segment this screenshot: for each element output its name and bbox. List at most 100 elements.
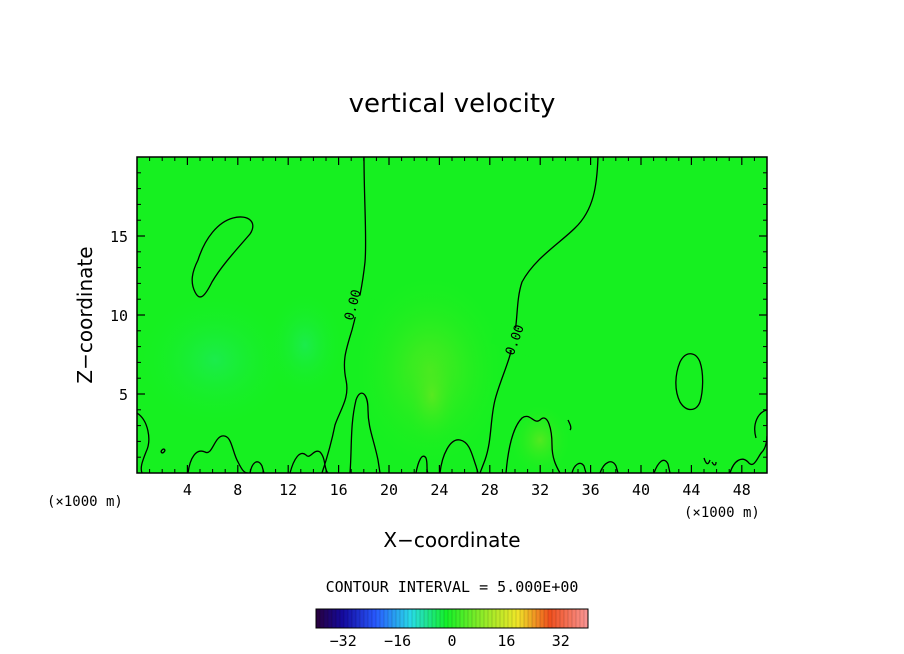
contour-closed-upper-left (191, 216, 254, 298)
colorbar-cell (336, 609, 341, 628)
colorbar-cell (484, 609, 489, 628)
colorbar-cell (496, 609, 501, 628)
colorbar-cell (488, 609, 493, 628)
chart-title: vertical velocity (349, 89, 556, 119)
colorbar: −32 −16 0 16 32 (315, 608, 589, 650)
y-tick-label: 10 (110, 307, 128, 325)
downdraft-shading-mid (265, 290, 345, 400)
colorbar-cell (512, 609, 517, 628)
colorbar-cell (344, 609, 349, 628)
colorbar-cell (540, 609, 545, 628)
y-axis-label: Z−coordinate (73, 246, 97, 383)
colorbar-cell (348, 609, 353, 628)
colorbar-cell (328, 609, 333, 628)
colorbar-cell (536, 609, 541, 628)
colorbar-cell (556, 609, 561, 628)
colorbar-cell (504, 609, 509, 628)
contour-bottom-cell-1 (187, 435, 249, 473)
colorbar-cell (432, 609, 437, 628)
colorbar-cell (392, 609, 397, 628)
colorbar-cell (356, 609, 361, 628)
x-tick-label: 36 (582, 481, 600, 499)
colorbar-cell (416, 609, 421, 628)
colorbar-cell (500, 609, 505, 628)
colorbar-cell (320, 609, 325, 628)
colorbar-cell (548, 609, 553, 628)
contour-interval-label: CONTOUR INTERVAL = 5.000E+00 (326, 578, 579, 596)
contour-zero-left (321, 157, 367, 473)
colorbar-cell (508, 609, 513, 628)
colorbar-cell (464, 609, 469, 628)
colorbar-cell (408, 609, 413, 628)
colorbar-frame (315, 608, 589, 629)
colorbar-tick-label: 0 (447, 632, 456, 650)
colorbar-cell (384, 609, 389, 628)
contour-bottom-cell-12 (703, 457, 717, 466)
contour-bottom-cell-11 (653, 459, 671, 473)
contour-bottom-cell-7 (505, 415, 561, 473)
colorbar-cell (360, 609, 365, 628)
colorbar-cells (315, 609, 589, 628)
colorbar-cell (428, 609, 433, 628)
colorbar-cell (524, 609, 529, 628)
colorbar-tick-label: −16 (384, 632, 411, 650)
colorbar-cell (572, 609, 577, 628)
downdraft-shading-left (137, 290, 295, 430)
colorbar-cell (544, 609, 549, 628)
colorbar-cell (444, 609, 449, 628)
colorbar-cell (552, 609, 557, 628)
colorbar-cell (520, 609, 525, 628)
colorbar-cell (352, 609, 357, 628)
contour-bottom-right-edge (754, 409, 767, 439)
y-tick-label: 5 (119, 386, 128, 404)
x-tick-label: 48 (733, 481, 751, 499)
colorbar-tick-label: 32 (552, 632, 570, 650)
colorbar-cell (492, 609, 497, 628)
y-axis-ticks: 5 10 15 (110, 172, 767, 458)
colorbar-cell (376, 609, 381, 628)
contour-lines (137, 157, 767, 473)
colorbar-cell (400, 609, 405, 628)
contour-label-bg-2 (490, 322, 540, 358)
updraft-shading-core (404, 345, 460, 445)
contour-small-dot (160, 448, 166, 454)
field-shading (137, 275, 570, 473)
colorbar-tick-label: −32 (330, 632, 357, 650)
x-tick-label: 16 (330, 481, 348, 499)
colorbar-cell (528, 609, 533, 628)
x-tick-label: 24 (430, 481, 448, 499)
contour-bottom-left-edge (137, 412, 150, 473)
x-tick-label: 12 (279, 481, 297, 499)
colorbar-cell (364, 609, 369, 628)
colorbar-cell (372, 609, 377, 628)
contour-bottom-cell-9 (571, 462, 587, 473)
colorbar-cell (380, 609, 385, 628)
colorbar-cell (324, 609, 329, 628)
colorbar-cell (436, 609, 441, 628)
x-axis-ticks: 4 8 12 16 20 24 28 32 36 40 44 48 (149, 157, 755, 499)
colorbar-cell (468, 609, 473, 628)
colorbar-cell (316, 609, 321, 628)
colorbar-cell (368, 609, 373, 628)
x-tick-label: 32 (531, 481, 549, 499)
plot-area: 0.00 0.00 (136, 156, 768, 474)
x-unit-right: (×1000 m) (684, 505, 760, 521)
x-tick-label: 8 (233, 481, 242, 499)
colorbar-cell (584, 609, 589, 628)
y-tick-label: 15 (110, 228, 128, 246)
x-axis-label: X−coordinate (383, 528, 520, 552)
contour-bottom-cell-13 (729, 435, 767, 473)
colorbar-cell (472, 609, 477, 628)
colorbar-cell (388, 609, 393, 628)
contour-bottom-cell-3 (289, 450, 329, 473)
colorbar-cell (332, 609, 337, 628)
contour-bottom-cell-4 (349, 392, 381, 473)
colorbar-cell (404, 609, 409, 628)
colorbar-cell (580, 609, 585, 628)
colorbar-cell (424, 609, 429, 628)
contour-closed-right (675, 353, 704, 411)
colorbar-cell (396, 609, 401, 628)
colorbar-cell (576, 609, 581, 628)
colorbar-cell (460, 609, 465, 628)
